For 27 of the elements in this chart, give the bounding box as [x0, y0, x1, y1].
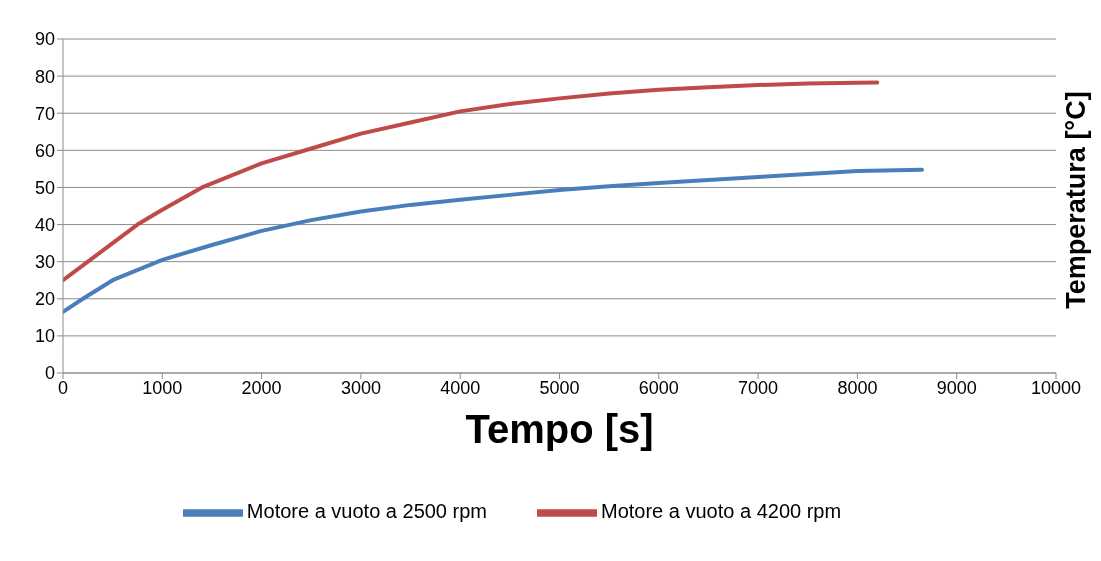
x-tick-label: 10000 — [1030, 377, 1082, 398]
x-tick-label: 0 — [57, 377, 69, 398]
x-tick-label: 9000 — [936, 377, 977, 398]
y-tick-label: 30 — [34, 252, 55, 273]
x-tick-label: 8000 — [837, 377, 878, 398]
y-tick-label: 90 — [34, 29, 55, 50]
y-tick-label: 70 — [34, 103, 55, 124]
x-tick-label: 1000 — [142, 377, 183, 398]
y-axis-title: Temperatura [°C] — [1060, 91, 1092, 309]
y-tick-label: 60 — [34, 140, 55, 161]
x-tick-label: 7000 — [738, 377, 779, 398]
y-tick-label: 50 — [34, 177, 55, 198]
x-tick-label: 4000 — [440, 377, 481, 398]
x-tick-label: 6000 — [638, 377, 679, 398]
y-tick-label: 0 — [44, 363, 55, 384]
legend-label: Motore a vuoto a 4200 rpm — [601, 500, 842, 523]
x-tick-label: 2000 — [241, 377, 282, 398]
y-tick-label: 20 — [34, 289, 55, 310]
y-tick-label: 80 — [34, 66, 55, 87]
line-series — [63, 167, 924, 314]
line-series — [63, 80, 880, 283]
legend-label: Motore a vuoto a 2500 rpm — [246, 500, 487, 523]
x-axis-title: Tempo [s] — [465, 407, 654, 451]
x-tick-label: 5000 — [539, 377, 580, 398]
x-tick-label: 3000 — [340, 377, 381, 398]
y-tick-label: 40 — [34, 214, 55, 235]
y-tick-label: 10 — [34, 326, 55, 347]
